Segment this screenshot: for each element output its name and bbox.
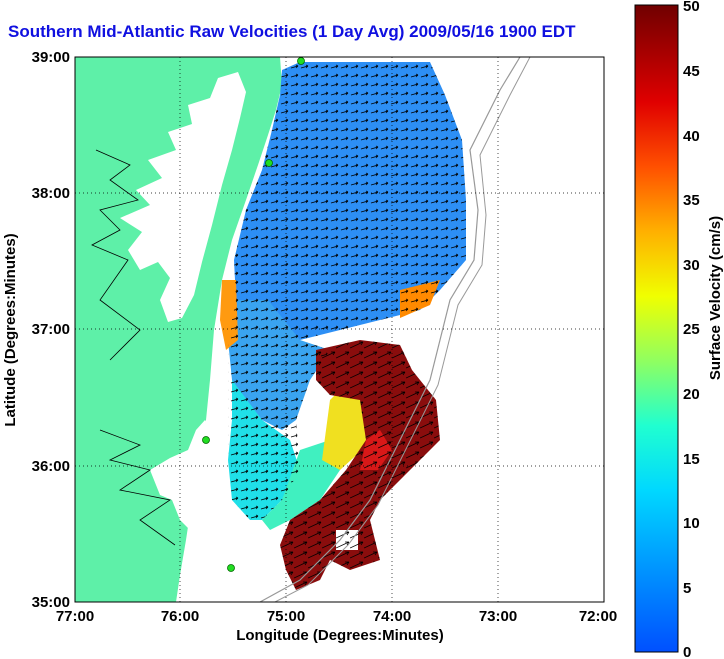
colorbar-tick-label: 5 bbox=[683, 580, 691, 597]
velocity-field-mid bbox=[262, 440, 340, 530]
colorbar bbox=[634, 4, 679, 653]
colorbar-tick-label: 20 bbox=[683, 386, 700, 403]
colorbar-tick-label: 10 bbox=[683, 515, 700, 532]
x-tick-label: 76:00 bbox=[161, 608, 199, 625]
y-tick-label: 39:00 bbox=[32, 49, 70, 66]
chesapeake-bay bbox=[120, 72, 246, 322]
map-title: Southern Mid-Atlantic Raw Velocities (1 … bbox=[8, 22, 576, 41]
colorbar-tick-label: 25 bbox=[683, 321, 700, 338]
sound-water bbox=[150, 420, 222, 572]
station-marker-icon bbox=[297, 57, 305, 65]
bathymetry-contour bbox=[259, 57, 521, 602]
station-marker-icon bbox=[265, 159, 273, 167]
land-mass bbox=[75, 57, 282, 602]
y-tick-label: 35:00 bbox=[32, 594, 70, 611]
colorbar-ticks: 50 45 40 35 30 25 20 15 10 5 0 bbox=[683, 0, 700, 659]
colorbar-tick-label: 30 bbox=[683, 257, 700, 274]
bathymetry-contour-2 bbox=[274, 57, 531, 602]
grid-lines bbox=[75, 57, 604, 602]
colorbar-label: Surface Velocity (cm/s) bbox=[707, 216, 724, 380]
colorbar-tick-label: 0 bbox=[683, 644, 691, 659]
colorbar-tick-label: 15 bbox=[683, 451, 700, 468]
station-marker-icon bbox=[227, 564, 235, 572]
coastline-detail-2 bbox=[99, 429, 176, 546]
x-tick-label: 75:00 bbox=[267, 608, 305, 625]
colorbar-tick-label: 40 bbox=[683, 128, 700, 145]
x-tick-label: 77:00 bbox=[56, 608, 94, 625]
velocity-vectors-strong bbox=[280, 340, 440, 590]
colorbar-tick-label: 50 bbox=[683, 0, 700, 15]
colorbar-tick-label: 35 bbox=[683, 192, 700, 209]
x-tick-label: 73:00 bbox=[479, 608, 517, 625]
radar-stations bbox=[202, 57, 305, 572]
y-tick-label: 37:00 bbox=[32, 321, 70, 338]
plot-frame bbox=[74, 56, 605, 603]
x-axis-ticks: 77:00 76:00 75:00 74:00 73:00 72:00 bbox=[56, 608, 617, 625]
station-marker-icon bbox=[202, 436, 210, 444]
y-tick-label: 36:00 bbox=[32, 458, 70, 475]
colorbar-tick-label: 45 bbox=[683, 63, 700, 80]
y-axis-ticks: 39:00 38:00 37:00 36:00 35:00 bbox=[32, 49, 70, 611]
y-axis-label: Latitude (Degrees:Minutes) bbox=[2, 233, 19, 426]
x-tick-label: 72:00 bbox=[579, 608, 617, 625]
velocity-vectors bbox=[228, 62, 466, 520]
x-tick-label: 74:00 bbox=[373, 608, 411, 625]
coastline-detail bbox=[91, 149, 141, 361]
x-axis-label: Longitude (Degrees:Minutes) bbox=[236, 627, 444, 644]
y-tick-label: 38:00 bbox=[32, 185, 70, 202]
